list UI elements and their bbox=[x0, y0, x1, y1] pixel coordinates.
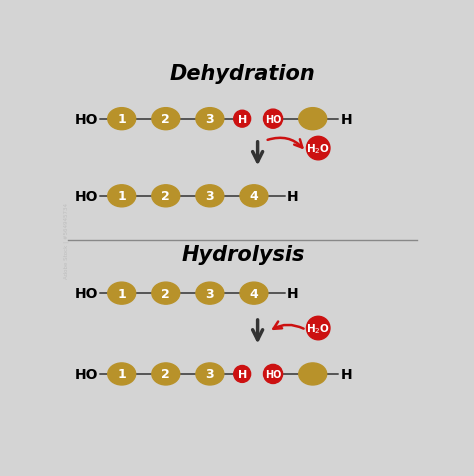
Text: H: H bbox=[237, 114, 247, 124]
Text: 4: 4 bbox=[250, 190, 258, 203]
Ellipse shape bbox=[299, 363, 327, 385]
Text: HO: HO bbox=[74, 287, 98, 300]
Ellipse shape bbox=[152, 185, 180, 208]
Text: 3: 3 bbox=[206, 113, 214, 126]
Text: Dehydration: Dehydration bbox=[170, 64, 316, 84]
Text: HO: HO bbox=[74, 112, 98, 127]
Ellipse shape bbox=[196, 363, 224, 385]
Text: 3: 3 bbox=[206, 287, 214, 300]
Text: 1: 1 bbox=[118, 367, 126, 381]
Ellipse shape bbox=[108, 185, 136, 208]
Text: 2: 2 bbox=[162, 190, 170, 203]
Text: 1: 1 bbox=[118, 113, 126, 126]
Text: H: H bbox=[340, 112, 352, 127]
Ellipse shape bbox=[152, 363, 180, 385]
Text: Adobe Stock | #564945734: Adobe Stock | #564945734 bbox=[63, 202, 69, 278]
Ellipse shape bbox=[108, 363, 136, 385]
Ellipse shape bbox=[196, 283, 224, 305]
Text: H$_2$O: H$_2$O bbox=[306, 321, 330, 335]
Text: H: H bbox=[237, 369, 247, 379]
Ellipse shape bbox=[240, 283, 268, 305]
Text: 3: 3 bbox=[206, 367, 214, 381]
Text: 2: 2 bbox=[162, 367, 170, 381]
Circle shape bbox=[264, 365, 283, 384]
Ellipse shape bbox=[196, 185, 224, 208]
Text: H: H bbox=[287, 287, 299, 300]
Ellipse shape bbox=[108, 109, 136, 130]
Text: Hydrolysis: Hydrolysis bbox=[181, 244, 305, 264]
Text: 3: 3 bbox=[206, 190, 214, 203]
Text: 2: 2 bbox=[162, 113, 170, 126]
Ellipse shape bbox=[152, 109, 180, 130]
Circle shape bbox=[307, 137, 330, 160]
Text: H$_2$O: H$_2$O bbox=[306, 142, 330, 156]
Ellipse shape bbox=[152, 283, 180, 305]
Ellipse shape bbox=[240, 185, 268, 208]
Text: HO: HO bbox=[265, 114, 281, 124]
Ellipse shape bbox=[299, 109, 327, 130]
Text: H: H bbox=[340, 367, 352, 381]
Circle shape bbox=[234, 111, 251, 128]
Text: HO: HO bbox=[265, 369, 281, 379]
Text: 2: 2 bbox=[162, 287, 170, 300]
Text: 4: 4 bbox=[250, 287, 258, 300]
Text: 1: 1 bbox=[118, 287, 126, 300]
Text: HO: HO bbox=[74, 189, 98, 203]
Text: HO: HO bbox=[74, 367, 98, 381]
Ellipse shape bbox=[108, 283, 136, 305]
Circle shape bbox=[234, 366, 251, 383]
Circle shape bbox=[264, 110, 283, 129]
Ellipse shape bbox=[196, 109, 224, 130]
Text: H: H bbox=[287, 189, 299, 203]
Text: 1: 1 bbox=[118, 190, 126, 203]
Circle shape bbox=[307, 317, 330, 340]
